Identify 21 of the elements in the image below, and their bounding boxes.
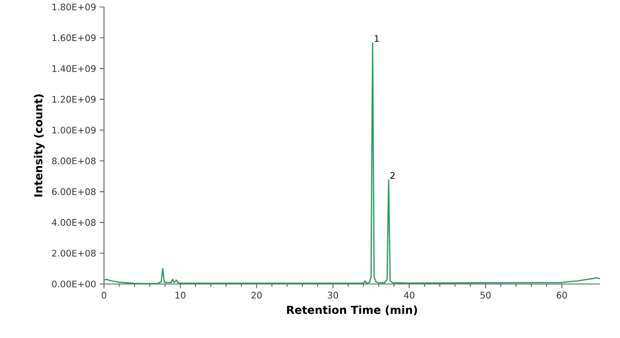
- y-tick-label: 6.00E+08: [52, 188, 96, 196]
- x-tick-label: 30: [328, 292, 338, 299]
- x-axis-title: Retention Time (min): [287, 305, 417, 316]
- y-axis-title: Intensity (count): [34, 94, 45, 197]
- y-tick-label: 1.60E+09: [52, 34, 96, 42]
- y-tick-label: 1.20E+09: [52, 96, 96, 103]
- y-tick-label: 8.00E+08: [52, 157, 96, 164]
- x-tick-label: 20: [252, 292, 262, 299]
- y-tick-label: 2.00E+08: [52, 250, 96, 257]
- y-tick-label: 1.40E+09: [52, 65, 96, 72]
- y-tick-label: 4.00E+08: [52, 219, 96, 226]
- x-tick-label: 40: [404, 292, 414, 299]
- annotation: 2: [390, 172, 395, 179]
- x-tick-label: 50: [480, 292, 491, 299]
- x-tick-label: 60: [556, 292, 567, 299]
- y-tick-label: 0.00E+00: [52, 280, 96, 288]
- x-tick-label: 0: [102, 292, 106, 299]
- x-tick-label: 10: [176, 292, 186, 299]
- y-tick-label: 1.00E+09: [52, 126, 96, 134]
- y-tick-label: 1.80E+09: [52, 4, 96, 10]
- annotation: 1: [374, 35, 379, 42]
